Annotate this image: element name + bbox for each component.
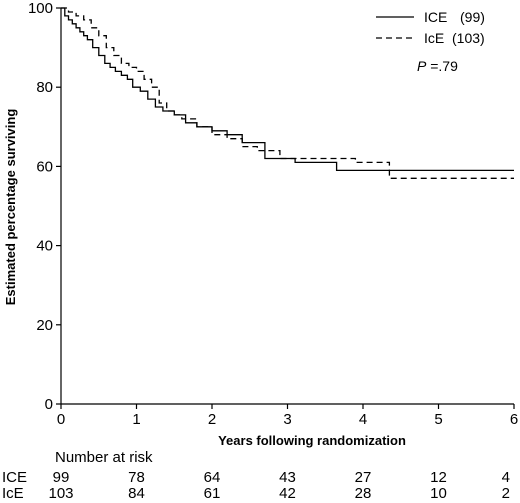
p-value-symbol: P bbox=[417, 58, 427, 74]
x-tick-label: 5 bbox=[434, 411, 442, 428]
risk-count: 4 bbox=[502, 469, 510, 486]
x-tick-label: 4 bbox=[359, 411, 367, 428]
risk-row-label: IcE bbox=[2, 485, 24, 502]
y-tick-label: 0 bbox=[45, 396, 53, 413]
y-axis-label: Estimated percentage surviving bbox=[3, 109, 18, 306]
x-tick-label: 3 bbox=[283, 411, 291, 428]
risk-count: 43 bbox=[279, 469, 296, 486]
legend-count-ice: (99) bbox=[460, 9, 485, 25]
legend-label-ice-alt: IcE bbox=[424, 30, 444, 46]
x-tick-label: 0 bbox=[57, 411, 65, 428]
risk-count: 2 bbox=[502, 485, 510, 502]
y-tick-label: 20 bbox=[36, 317, 53, 334]
x-tick-label: 6 bbox=[510, 411, 518, 428]
x-tick-label: 1 bbox=[132, 411, 140, 428]
y-tick-label: 40 bbox=[36, 238, 53, 255]
risk-count: 12 bbox=[430, 469, 447, 486]
risk-count: 27 bbox=[355, 469, 372, 486]
tick-marks bbox=[56, 7, 515, 409]
y-tick-label: 80 bbox=[36, 79, 53, 96]
legend-count-ice-alt: (103) bbox=[452, 30, 485, 46]
risk-count: 84 bbox=[128, 485, 145, 502]
series-line-ice-solid bbox=[61, 7, 514, 172]
risk-count: 103 bbox=[48, 485, 73, 502]
series-line-ice-dashed bbox=[61, 7, 514, 179]
risk-count: 42 bbox=[279, 485, 296, 502]
x-axis-label: Years following randomization bbox=[218, 433, 406, 448]
risk-table-title: Number at risk bbox=[55, 449, 153, 466]
survival-curves bbox=[61, 7, 514, 179]
risk-count: 78 bbox=[128, 469, 145, 486]
legend-label-ice: ICE bbox=[424, 9, 447, 25]
p-value-text: =.79 bbox=[430, 58, 458, 74]
legend: ICE (99) IcE (103) bbox=[376, 9, 485, 46]
x-tick-label: 2 bbox=[208, 411, 216, 428]
risk-count: 28 bbox=[355, 485, 372, 502]
risk-count: 10 bbox=[430, 485, 447, 502]
risk-count: 64 bbox=[204, 469, 221, 486]
y-tick-label: 60 bbox=[36, 158, 53, 175]
risk-count: 99 bbox=[53, 469, 70, 486]
y-tick-label: 100 bbox=[28, 0, 53, 17]
risk-row-label: ICE bbox=[2, 469, 27, 486]
p-value-annotation: P =.79 bbox=[417, 58, 458, 74]
risk-table: ICE 99 78 64 43 27 12 4 IcE 103 84 61 42 28 10 2 bbox=[2, 469, 510, 502]
risk-count: 61 bbox=[204, 485, 221, 502]
